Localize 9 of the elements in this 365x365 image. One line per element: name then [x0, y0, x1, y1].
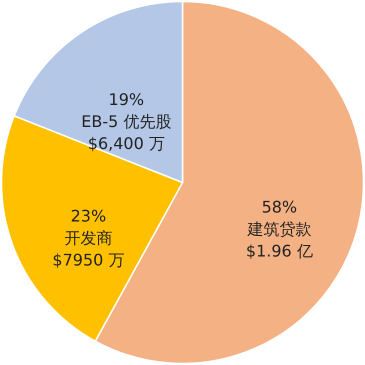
- slice-label: 建筑贷款: [246, 219, 312, 238]
- data-label: 23%: [70, 206, 106, 226]
- text: $7950 万: [52, 250, 124, 270]
- data-label: 19%: [108, 90, 144, 109]
- slice-label: 开发商: [64, 228, 112, 248]
- text: $1.96 亿: [246, 241, 313, 260]
- text: $6,400 万: [88, 134, 165, 153]
- slice-label: EB-5 优先股: [81, 112, 172, 131]
- data-label: 58%: [262, 197, 298, 216]
